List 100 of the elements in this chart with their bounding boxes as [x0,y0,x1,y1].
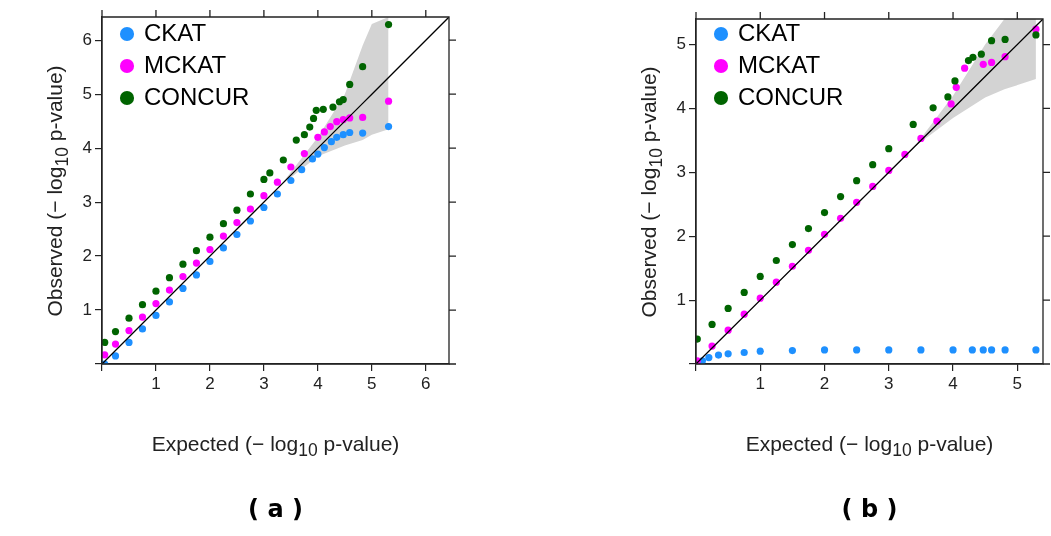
text: ( b ) [841,495,898,523]
legend-label: CONCUR [144,82,250,110]
point [949,346,957,354]
point [246,190,255,198]
point [740,348,748,357]
point [192,247,201,255]
x-tick-label: 5 [1012,373,1023,393]
text: ( a ) [248,495,303,523]
point [756,272,764,281]
x-tick-label: 3 [259,373,269,393]
point [152,287,160,295]
point [987,346,996,354]
point [820,346,829,354]
point [309,114,318,123]
point [987,58,996,67]
point [977,50,985,58]
y-tick-label: 1 [676,289,686,309]
point [219,232,228,240]
x-tick-label: 3 [884,373,894,393]
point [320,128,328,136]
point [292,136,300,144]
point [384,97,393,105]
point [333,118,341,126]
point [961,64,969,72]
point [125,314,133,322]
point [179,284,187,293]
point [724,350,732,358]
point [708,320,716,328]
point [125,326,133,335]
point [968,346,976,354]
point [138,313,147,321]
point [152,311,160,320]
point [359,63,367,71]
legend-label: CKAT [738,18,801,46]
point [952,83,960,91]
point [233,230,241,239]
point [320,144,328,152]
point [909,120,917,129]
point [359,113,367,121]
point [947,100,955,108]
point [111,340,120,348]
point [979,346,987,354]
point [152,299,160,308]
y-tick-label: 3 [676,162,686,182]
point [820,208,829,217]
point [219,220,228,228]
x-tick-label: 4 [313,373,323,393]
point [273,190,281,198]
point [179,272,187,281]
point [165,298,174,306]
point [772,256,780,265]
legend-label: CKAT [144,18,207,46]
point [300,131,308,139]
point [192,271,201,279]
y-tick-label: 4 [82,137,92,157]
point [266,169,274,177]
y-tick-label: 5 [676,34,686,54]
point [192,259,201,267]
point [306,123,314,131]
point [836,193,845,201]
point [138,325,147,333]
point [333,133,341,141]
point [206,245,214,254]
point [339,95,347,104]
point [327,138,335,146]
y-tick-label: 4 [676,98,686,118]
point [917,346,925,354]
x-tick-label: 5 [367,373,377,393]
point [165,286,174,294]
y-tick-label: 1 [82,299,92,319]
legend-label: MCKAT [738,50,821,78]
point [287,176,295,185]
point [885,346,893,354]
point [951,77,959,85]
point [869,161,877,169]
point [125,338,133,347]
y-tick-label: 2 [676,225,686,245]
point [165,274,174,282]
point [714,351,723,359]
point [138,301,147,309]
point [260,192,268,200]
x-tick-label: 1 [755,373,765,393]
point [260,203,268,212]
y-tick-label: 5 [82,83,92,103]
point [179,260,187,268]
point [326,122,334,131]
point [788,240,796,249]
x-axis-title: Expected (− log$_{10}$ p-value) [151,432,400,462]
point [206,257,214,266]
point [233,206,241,214]
point [724,304,732,313]
point [219,244,228,252]
point [944,93,952,101]
point [384,122,393,131]
point [339,131,347,139]
x-axis-title: Expected (− log$_{10}$ p-value) [745,432,994,462]
point [987,37,996,45]
point [853,346,861,354]
point [300,149,308,158]
point [969,53,977,61]
